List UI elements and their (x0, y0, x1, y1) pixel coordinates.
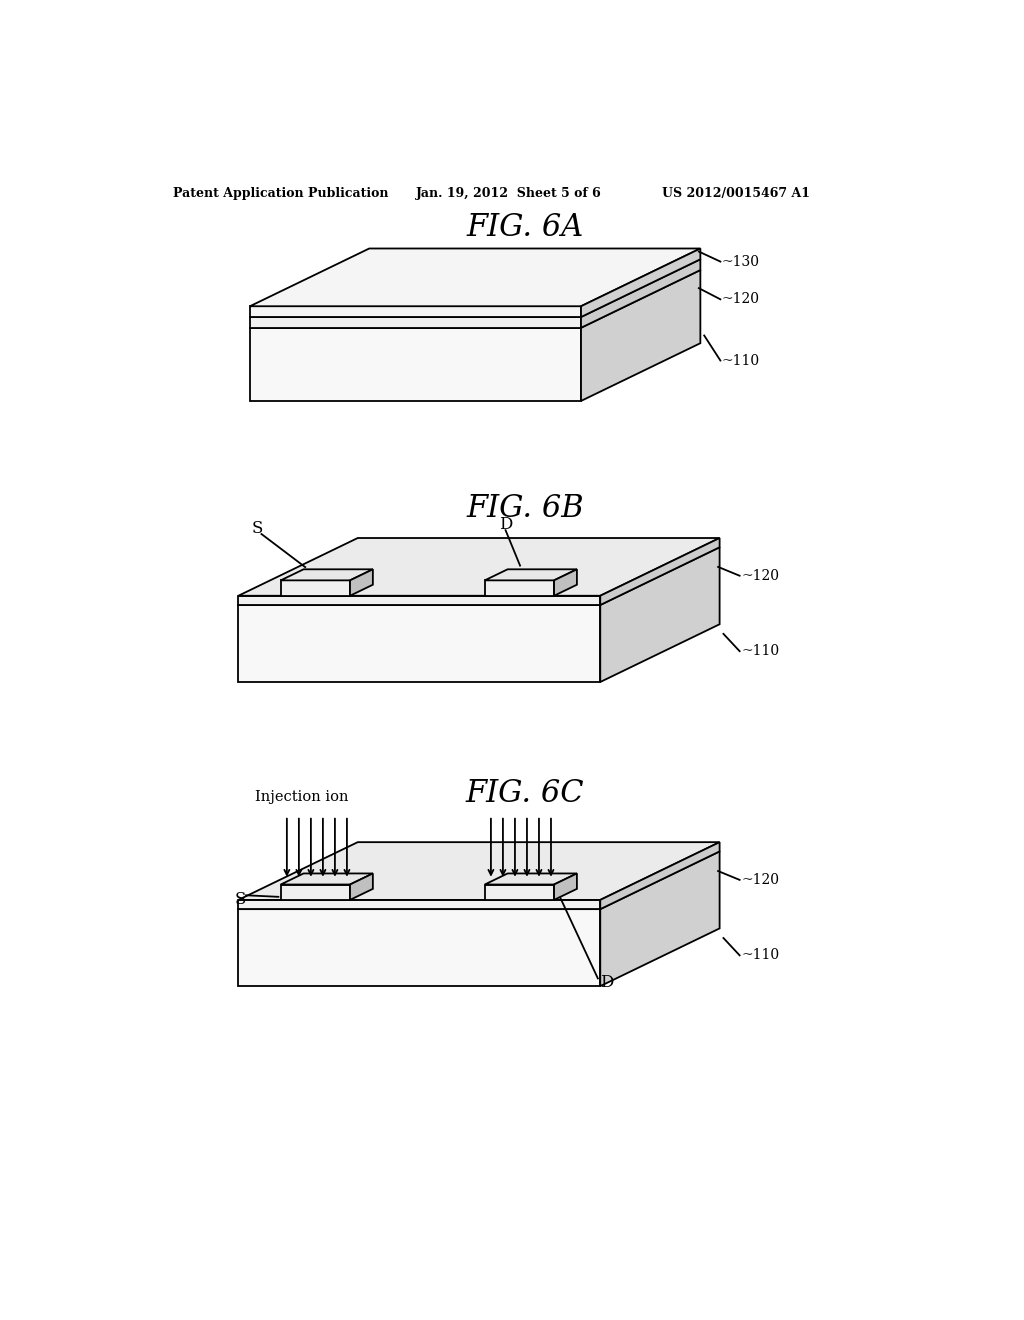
Polygon shape (600, 842, 720, 909)
Polygon shape (239, 605, 600, 682)
Polygon shape (239, 539, 720, 595)
Text: Patent Application Publication: Patent Application Publication (173, 186, 388, 199)
Polygon shape (484, 581, 554, 595)
Polygon shape (581, 271, 700, 401)
Polygon shape (250, 259, 700, 317)
Text: ~110: ~110 (722, 354, 760, 367)
Text: S: S (252, 520, 263, 537)
Polygon shape (484, 874, 577, 884)
Text: FIG. 6B: FIG. 6B (466, 494, 584, 524)
Polygon shape (239, 595, 600, 605)
Polygon shape (250, 317, 581, 327)
Text: S: S (234, 891, 247, 908)
Polygon shape (250, 248, 700, 306)
Text: Injection ion: Injection ion (255, 791, 348, 804)
Polygon shape (554, 569, 577, 595)
Text: D: D (600, 974, 613, 991)
Polygon shape (239, 851, 720, 909)
Polygon shape (239, 900, 600, 909)
Polygon shape (581, 248, 700, 317)
Polygon shape (600, 851, 720, 986)
Polygon shape (600, 539, 720, 605)
Polygon shape (484, 884, 554, 900)
Text: D: D (499, 516, 512, 533)
Polygon shape (239, 548, 720, 605)
Polygon shape (600, 548, 720, 682)
Text: FIG. 6A: FIG. 6A (466, 213, 584, 243)
Polygon shape (239, 842, 720, 900)
Text: ~130: ~130 (722, 255, 760, 268)
Text: ~110: ~110 (741, 948, 779, 962)
Text: Jan. 19, 2012  Sheet 5 of 6: Jan. 19, 2012 Sheet 5 of 6 (416, 186, 601, 199)
Polygon shape (350, 569, 373, 595)
Polygon shape (281, 884, 350, 900)
Polygon shape (239, 909, 600, 986)
Text: FIG. 6C: FIG. 6C (466, 779, 584, 809)
Polygon shape (281, 569, 373, 581)
Polygon shape (350, 874, 373, 900)
Polygon shape (554, 874, 577, 900)
Polygon shape (250, 271, 700, 327)
Text: ~120: ~120 (741, 873, 779, 887)
Polygon shape (250, 327, 581, 401)
Text: US 2012/0015467 A1: US 2012/0015467 A1 (662, 186, 810, 199)
Polygon shape (281, 874, 373, 884)
Polygon shape (581, 259, 700, 327)
Polygon shape (250, 306, 581, 317)
Text: ~110: ~110 (741, 644, 779, 659)
Polygon shape (484, 569, 577, 581)
Text: ~120: ~120 (722, 292, 760, 306)
Polygon shape (281, 581, 350, 595)
Text: ~120: ~120 (741, 569, 779, 582)
